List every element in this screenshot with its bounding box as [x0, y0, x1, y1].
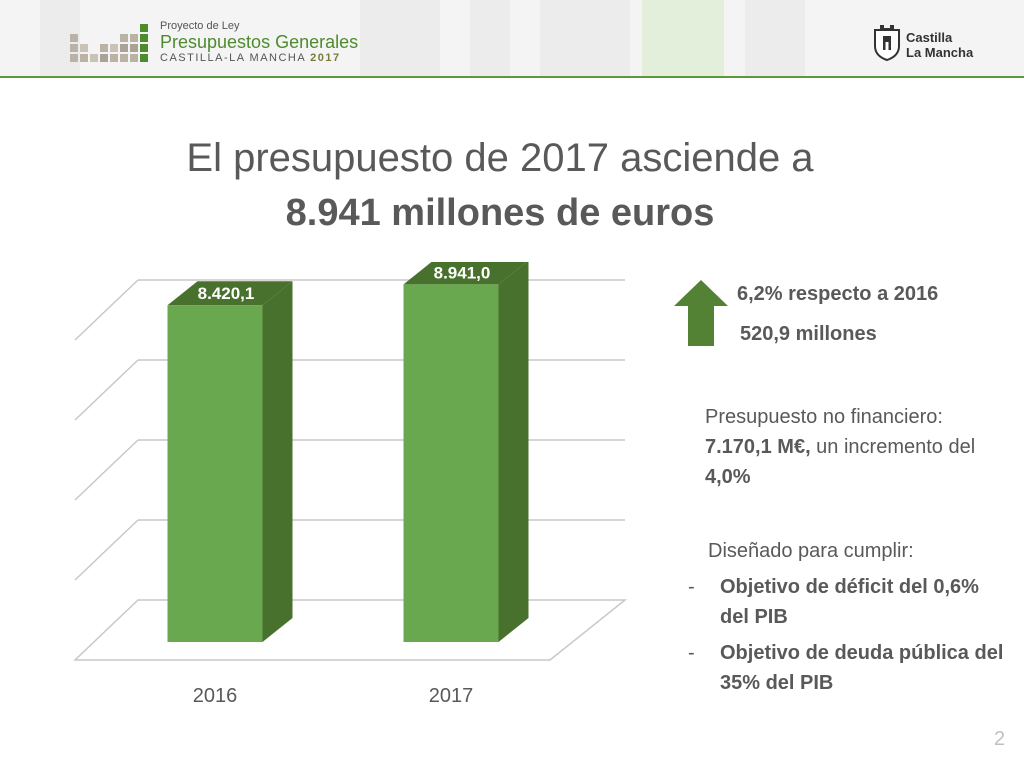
chart-grid [73, 279, 628, 661]
header-divider [0, 76, 1024, 78]
bullet-marker: - [688, 576, 695, 598]
brand-sub-text: CASTILLA-LA MANCHA 2017 [160, 52, 341, 64]
header-decoration [470, 0, 510, 76]
chart-floor [73, 599, 628, 661]
non-financial-prefix: Presupuesto no financiero: [705, 406, 943, 428]
x-tick-label: 2017 [429, 685, 474, 707]
increase-percent: 6,2% respecto a 2016 [737, 283, 939, 305]
objective-text: Objetivo de déficit del 0,6% del PIB [720, 576, 979, 628]
arrow-up-icon [674, 280, 728, 346]
header-decoration [642, 0, 724, 76]
non-financial-percent: 4,0% [705, 466, 751, 488]
bullet-marker: - [688, 642, 695, 664]
brand-year: 2017 [310, 52, 341, 64]
header-decoration [540, 0, 630, 76]
chart-gridline [74, 519, 139, 581]
bar [167, 305, 263, 642]
header-banner: Proyecto de Ley Presupuestos Generales C… [0, 0, 1024, 76]
increase-amount: 520,9 millones [740, 323, 877, 345]
list-item: - Objetivo de déficit del 0,6% del PIB [688, 572, 1008, 632]
chart-gridline [74, 439, 139, 501]
non-financial-middle: un incremento del [810, 436, 976, 458]
non-financial-amount: 7.170,1 M€, [705, 436, 811, 458]
bar-top [403, 262, 527, 285]
logo-text-line1: Castilla [906, 30, 953, 45]
slide-title-line1: El presupuesto de 2017 asciende a [186, 136, 814, 180]
page-number: 2 [994, 728, 1006, 750]
bar [403, 284, 499, 642]
chart-bars [167, 262, 529, 642]
list-item: - Objetivo de deuda pública del 35% del P… [688, 638, 1008, 698]
data-label: 8.420,1 [198, 284, 255, 303]
objectives-list: - Objetivo de déficit del 0,6% del PIB - O… [688, 572, 1008, 704]
bar-side [498, 262, 529, 642]
castle-shield-icon [874, 25, 900, 62]
header-decoration [745, 0, 805, 76]
slide-title-line2: 8.941 millones de euros [285, 192, 715, 234]
bar-top [167, 281, 293, 306]
budget-bar-chart: 8.420,1 2016 8.941,0 2017 [73, 262, 628, 707]
chart-gridline [74, 359, 139, 421]
design-heading: Diseñado para cumplir: [708, 540, 914, 562]
header-decoration [360, 0, 440, 76]
chart-labels: 8.420,1 2016 8.941,0 2017 [193, 263, 491, 707]
non-financial-budget-text: Presupuesto no financiero: 7.170,1 M€, u… [705, 402, 1005, 492]
data-label: 8.941,0 [434, 263, 491, 282]
brand-main-text: Presupuestos Generales [160, 32, 359, 52]
chart-gridline [74, 279, 139, 341]
logo-text-line2: La Mancha [906, 45, 974, 60]
brand-region: CASTILLA-LA MANCHA [160, 52, 306, 64]
brand-small-text: Proyecto de Ley [160, 20, 240, 32]
bar-side [262, 281, 293, 642]
castilla-la-mancha-logo-text: Castilla La Mancha [906, 30, 973, 60]
x-tick-label: 2016 [193, 685, 238, 707]
objective-text: Objetivo de deuda pública del 35% del PI… [720, 642, 1004, 694]
